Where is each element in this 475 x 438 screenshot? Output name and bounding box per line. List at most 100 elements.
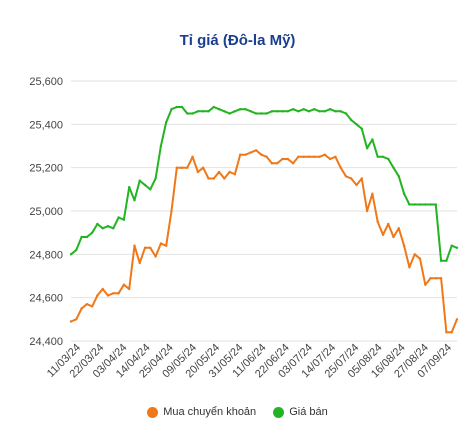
data-point: [339, 166, 342, 169]
data-point: [445, 259, 448, 262]
data-point: [149, 246, 152, 249]
data-point: [249, 110, 252, 113]
data-point: [286, 110, 289, 113]
data-point: [260, 112, 263, 115]
data-point: [244, 108, 247, 111]
chart-plot-area: 24,400 24,600 24,800 25,000 25,200 25,400 25,6…: [29, 76, 459, 380]
data-point: [165, 244, 168, 247]
data-point: [429, 203, 432, 206]
data-point: [344, 112, 348, 115]
y-tick-label: 25,000: [29, 206, 63, 218]
data-point: [154, 177, 157, 180]
data-point: [297, 110, 300, 113]
data-point: [450, 244, 453, 247]
data-point: [270, 162, 274, 165]
data-point: [355, 183, 358, 187]
legend-marker-icon: [273, 406, 285, 418]
data-point: [323, 153, 326, 156]
data-point: [318, 110, 321, 113]
data-point: [117, 292, 120, 295]
data-point: [408, 266, 411, 269]
data-point: [143, 183, 147, 187]
data-point: [228, 112, 231, 115]
data-point: [313, 108, 316, 111]
data-point: [360, 127, 363, 130]
legend-marker-icon: [147, 406, 159, 418]
data-point: [170, 108, 173, 111]
y-tick-label: 25,400: [29, 119, 63, 131]
data-point: [239, 108, 242, 111]
data-point: [439, 259, 443, 262]
data-point: [381, 233, 385, 236]
data-point: [260, 153, 263, 156]
data-point: [149, 188, 152, 191]
data-point: [328, 157, 332, 161]
data-point: [207, 110, 210, 113]
data-point: [223, 110, 226, 113]
data-point: [402, 244, 406, 247]
data-point: [85, 303, 89, 306]
data-point: [328, 108, 332, 111]
legend-label: Giá bán: [289, 406, 328, 418]
data-point: [450, 331, 453, 334]
data-point: [371, 192, 374, 195]
data-point: [143, 246, 147, 249]
data-point: [318, 155, 321, 158]
data-point: [138, 261, 141, 265]
data-point: [80, 307, 83, 310]
data-point: [212, 105, 215, 109]
data-point: [223, 177, 226, 180]
data-point: [445, 331, 448, 334]
data-point: [175, 105, 178, 109]
data-point: [180, 105, 184, 109]
data-point: [91, 231, 94, 234]
data-point: [217, 170, 221, 174]
data-point: [85, 235, 89, 239]
data-point: [302, 155, 305, 158]
data-point: [212, 177, 215, 180]
data-point: [154, 255, 157, 258]
data-point: [434, 203, 437, 206]
data-point: [455, 246, 459, 249]
chart-legend: Mua chuyển khoản Giá bán: [0, 406, 475, 421]
data-point: [313, 155, 316, 158]
data-point: [413, 253, 416, 256]
data-point: [75, 318, 78, 321]
data-point: [439, 277, 443, 280]
data-point: [233, 110, 237, 113]
data-point: [334, 110, 337, 113]
data-point: [91, 305, 94, 308]
data-point: [291, 162, 295, 165]
data-point: [424, 283, 427, 286]
data-point: [159, 144, 163, 148]
legend-item-mua-chuyen-khoan[interactable]: Mua chuyển khoản: [147, 406, 256, 418]
data-point: [429, 277, 432, 280]
data-point: [180, 166, 184, 169]
data-point: [159, 242, 163, 245]
data-point: [202, 166, 205, 169]
data-point: [376, 220, 379, 223]
data-point: [291, 108, 295, 111]
data-point: [371, 138, 374, 141]
data-point: [408, 203, 411, 206]
data-point: [270, 110, 274, 113]
data-point: [175, 166, 178, 169]
data-point: [117, 216, 120, 219]
legend-item-gia-ban[interactable]: Giá bán: [273, 406, 328, 418]
data-point: [286, 157, 289, 161]
y-tick-label: 24,400: [29, 336, 63, 348]
data-point: [434, 277, 437, 280]
data-point: [339, 110, 342, 113]
data-point: [170, 209, 173, 213]
data-point: [133, 199, 136, 202]
data-point: [128, 186, 131, 189]
data-point: [424, 203, 427, 206]
data-point: [202, 110, 205, 113]
data-point: [281, 110, 284, 113]
data-point: [191, 155, 194, 158]
data-point: [334, 155, 337, 158]
data-point: [455, 318, 459, 321]
data-point: [233, 173, 237, 176]
data-point: [397, 227, 400, 230]
